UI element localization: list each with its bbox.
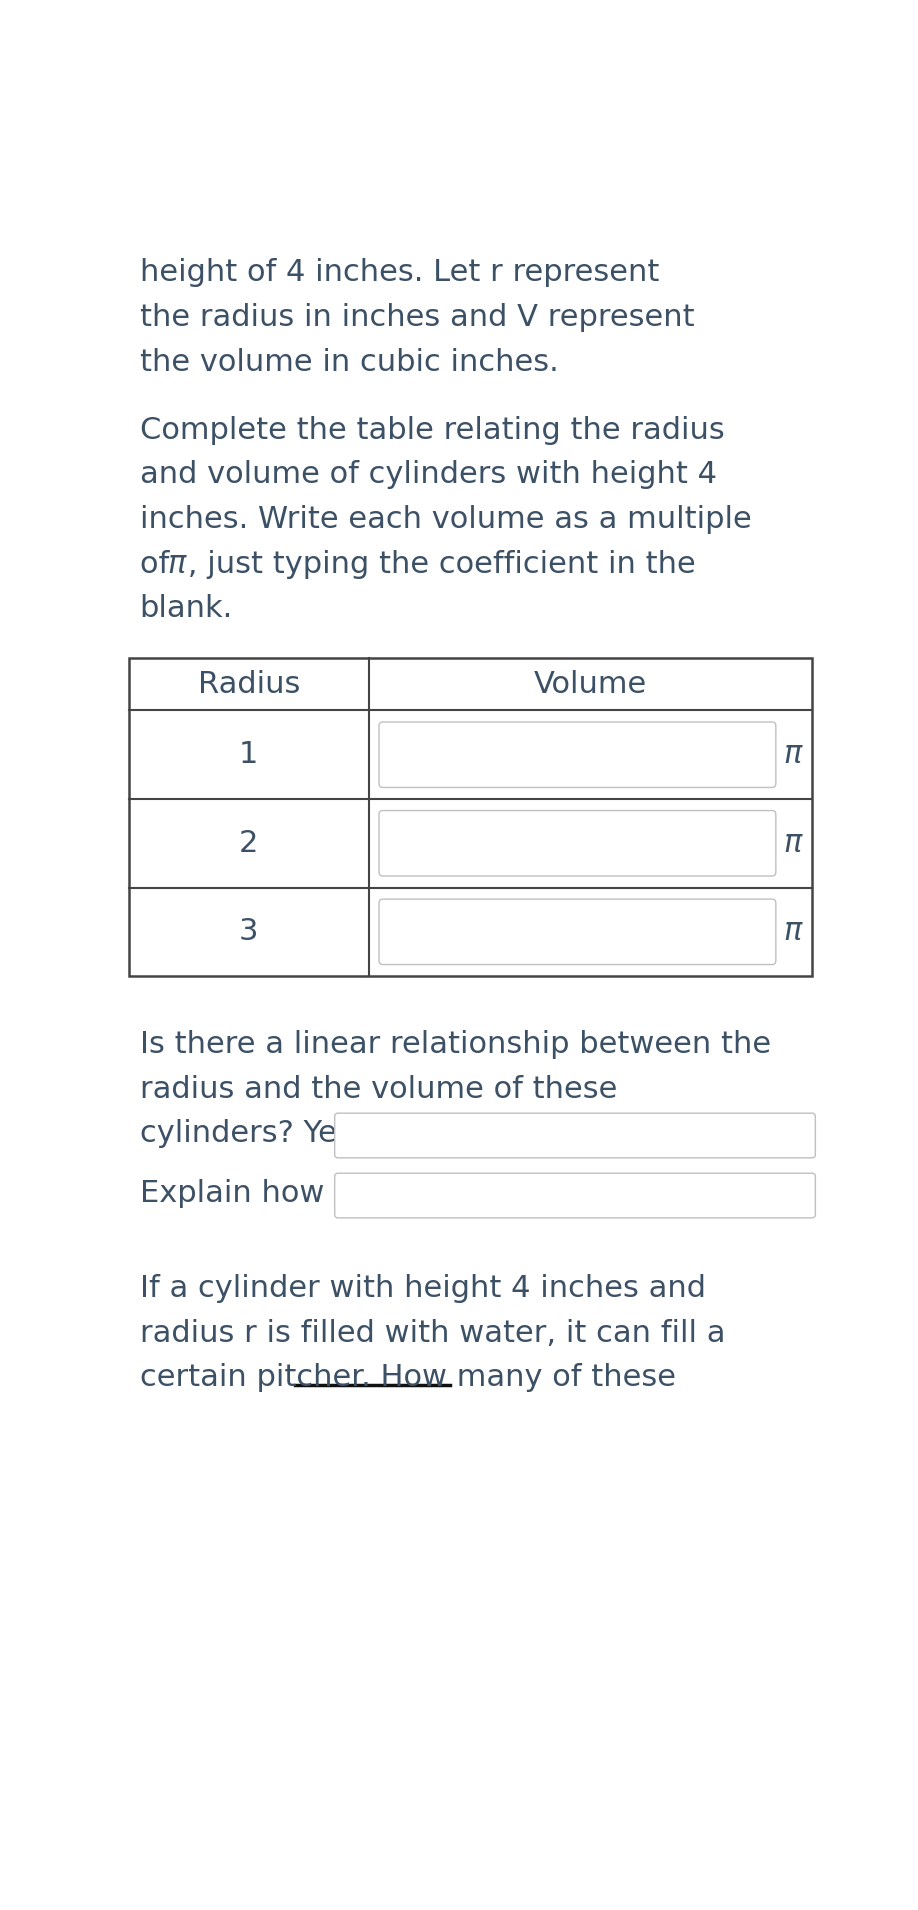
Text: cylinders? Yes or no?: cylinders? Yes or no? [140,1119,457,1148]
Text: Radius: Radius [197,670,300,699]
Text: radius and the volume of these: radius and the volume of these [140,1075,617,1104]
Text: Explain how you know:: Explain how you know: [140,1178,488,1209]
FancyBboxPatch shape [379,810,776,877]
Text: π: π [783,829,801,858]
Text: of: of [140,550,178,579]
Text: the volume in cubic inches.: the volume in cubic inches. [140,348,558,376]
Text: Volume: Volume [534,670,647,699]
Text: height of 4 inches. Let r represent: height of 4 inches. Let r represent [140,258,659,288]
Text: Complete the table relating the radius: Complete the table relating the radius [140,416,724,445]
Text: and volume of cylinders with height 4: and volume of cylinders with height 4 [140,460,717,489]
Text: blank.: blank. [140,594,233,623]
Text: π: π [783,741,801,770]
Text: , just typing the coefficient in the: , just typing the coefficient in the [178,550,696,579]
FancyBboxPatch shape [335,1173,815,1219]
Text: 3: 3 [239,917,259,945]
Text: 1: 1 [239,741,259,770]
Text: π: π [167,550,185,579]
Text: the radius in inches and V represent: the radius in inches and V represent [140,304,694,332]
Text: If a cylinder with height 4 inches and: If a cylinder with height 4 inches and [140,1274,706,1303]
Text: inches. Write each volume as a multiple: inches. Write each volume as a multiple [140,504,751,535]
Text: 2: 2 [239,829,259,858]
Text: π: π [783,917,801,945]
FancyBboxPatch shape [379,900,776,965]
Text: certain pitcher. How many of these: certain pitcher. How many of these [140,1364,676,1392]
FancyBboxPatch shape [335,1114,815,1157]
Text: radius r is filled with water, it can fill a: radius r is filled with water, it can fi… [140,1318,725,1348]
FancyBboxPatch shape [379,722,776,787]
Bar [129,659,812,976]
Text: Is there a linear relationship between the: Is there a linear relationship between t… [140,1029,771,1058]
